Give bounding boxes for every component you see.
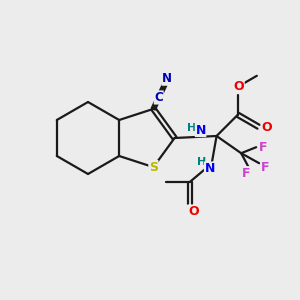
Text: S: S bbox=[149, 160, 158, 174]
Text: C: C bbox=[154, 91, 163, 104]
Text: O: O bbox=[188, 205, 199, 218]
Text: F: F bbox=[261, 161, 269, 174]
Text: F: F bbox=[259, 141, 267, 154]
Text: N: N bbox=[205, 162, 215, 175]
Text: H: H bbox=[197, 157, 206, 166]
Text: H: H bbox=[187, 123, 196, 133]
Text: N: N bbox=[162, 72, 172, 85]
Text: O: O bbox=[261, 121, 272, 134]
Text: F: F bbox=[242, 167, 250, 180]
Text: O: O bbox=[233, 80, 244, 93]
Text: N: N bbox=[195, 124, 206, 136]
